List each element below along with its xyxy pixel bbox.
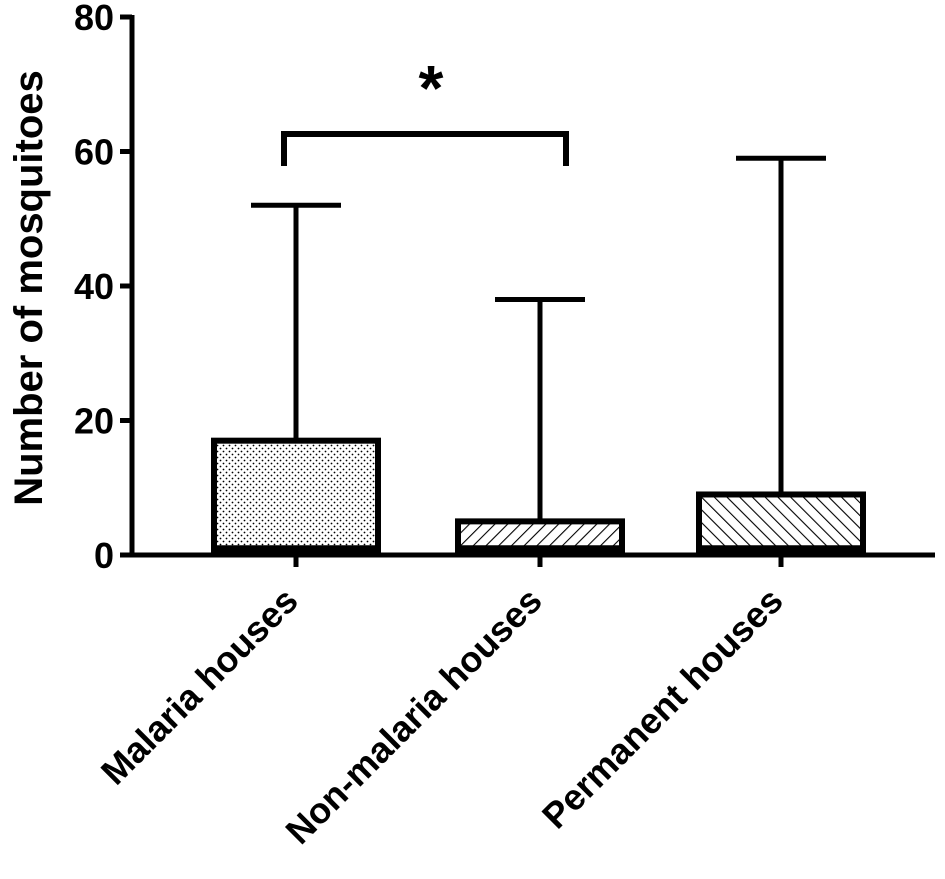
y-tick-label: 20 xyxy=(74,401,114,442)
box-series xyxy=(211,155,866,556)
significance-bracket-group: * xyxy=(281,52,569,166)
significance-bracket xyxy=(281,131,569,166)
category-label: Non-malaria houses xyxy=(277,580,549,852)
category-label: Permanent houses xyxy=(534,580,791,837)
y-tick-label: 80 xyxy=(74,0,114,38)
box-group xyxy=(211,202,381,555)
box-rect xyxy=(696,491,866,556)
x-axis xyxy=(132,552,935,567)
significance-asterisk: * xyxy=(419,52,444,124)
y-axis: 0 20 40 60 80 xyxy=(74,0,135,576)
y-tick-label: 40 xyxy=(74,266,114,307)
y-axis-title: Number of mosquitoes xyxy=(7,70,51,506)
box-rect xyxy=(211,437,381,555)
y-tick-label: 60 xyxy=(74,132,114,173)
y-tick-label: 0 xyxy=(94,535,114,576)
box-group xyxy=(696,155,866,556)
box-group xyxy=(455,296,625,555)
category-label: Malaria houses xyxy=(93,580,306,793)
